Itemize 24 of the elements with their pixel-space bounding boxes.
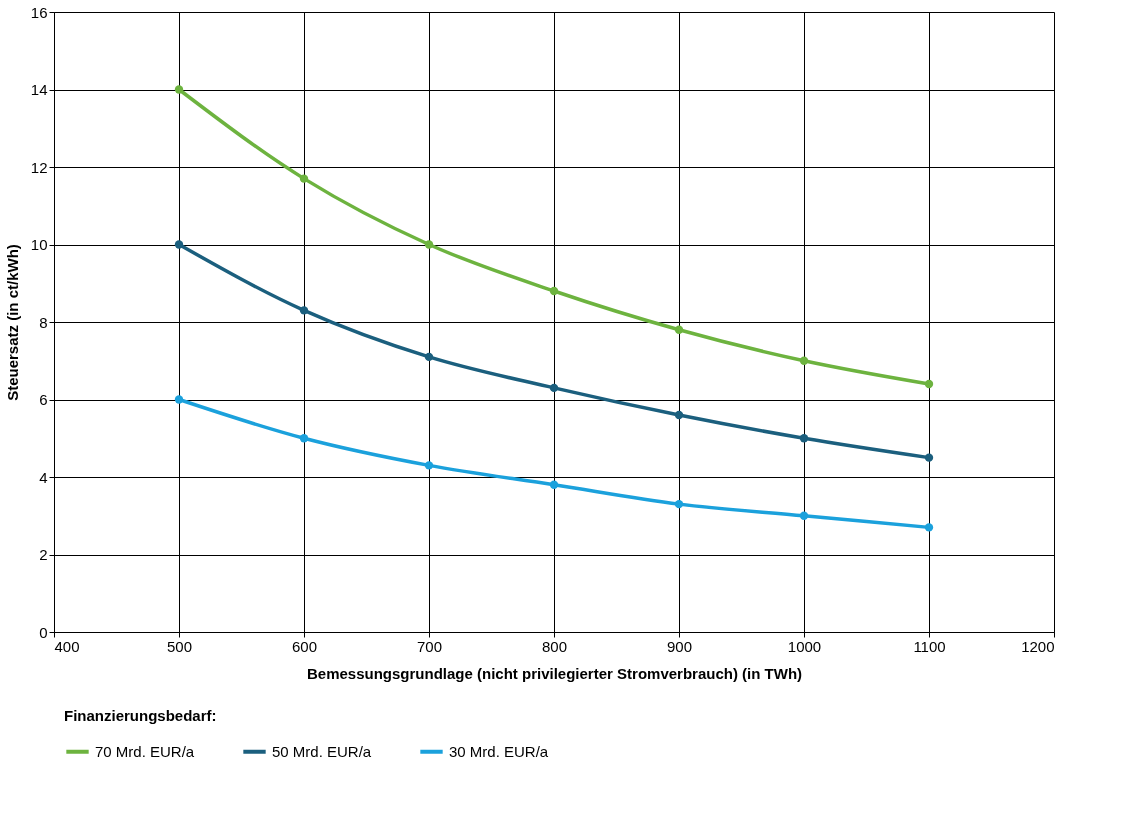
y-tick-label: 0 (39, 623, 48, 641)
x-tick-label: 900 (666, 637, 693, 655)
y-tick-label: 6 (39, 391, 48, 408)
y-tick-label: 8 (39, 313, 48, 331)
legend-label: 30 Mrd. EUR/a (449, 742, 549, 760)
x-tick-label: 1100 (913, 637, 946, 655)
y-tick-label: 4 (39, 468, 48, 486)
legend-title: Finanzierungsbedarf: (64, 707, 217, 724)
y-tick-label: 12 (30, 158, 48, 176)
y-axis-title: Steuersatz (in ct/kWh) (3, 244, 21, 401)
legend-label: 70 Mrd. EUR/a (95, 742, 195, 760)
x-tick-label: 800 (541, 637, 568, 655)
legend-label: 50 Mrd. EUR/a (272, 742, 372, 760)
x-tick-label: 1200 (1021, 637, 1055, 655)
x-tick-label: 500 (166, 637, 193, 655)
x-tick-label: 400 (54, 637, 80, 655)
y-tick-label: 10 (30, 236, 48, 253)
y-tick-label: 2 (39, 546, 48, 563)
x-tick-label: 700 (416, 637, 443, 655)
x-axis-title: Bemessungsgrundlage (nicht privilegierter Stromverbrauch) (in TWh) (306, 664, 803, 682)
y-tick-label: 14 (30, 81, 48, 98)
x-tick-label: 1000 (787, 637, 822, 655)
y-tick-label: 16 (30, 3, 48, 21)
x-tick-label: 600 (291, 637, 318, 655)
